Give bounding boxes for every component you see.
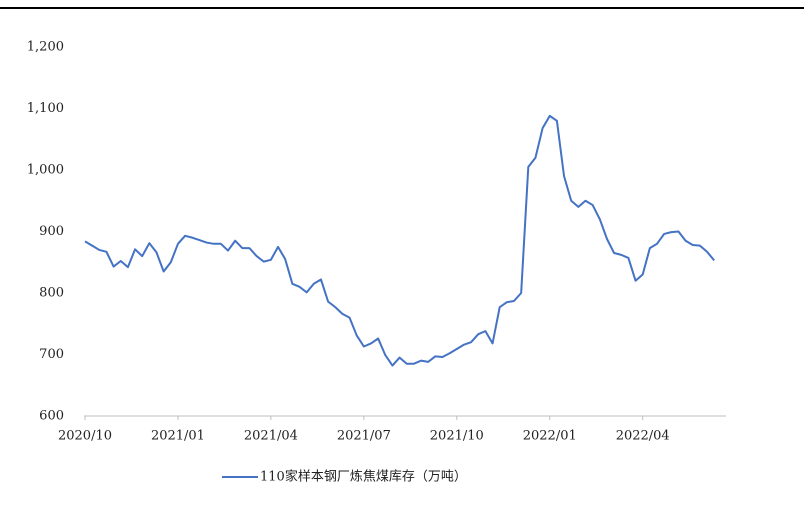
x-tick-label: 2022/04 (616, 429, 670, 444)
y-tick-label: 1,000 (27, 163, 64, 178)
data-line (84, 114, 715, 367)
y-tick-label: 600 (39, 409, 64, 424)
x-tick-label: 2021/04 (244, 429, 298, 444)
legend-label: 110家样本钢厂炼焦煤库存（万吨） (260, 469, 467, 485)
y-tick-label: 1,200 (27, 40, 64, 55)
x-tick-label: 2021/07 (337, 429, 391, 444)
x-tick-label: 2020/10 (58, 429, 112, 444)
x-tick-label: 2021/01 (151, 429, 205, 444)
y-tick-label: 1,100 (27, 101, 64, 116)
x-tick-label: 2022/01 (523, 429, 577, 444)
y-tick-label: 700 (39, 347, 64, 362)
y-tick-label: 800 (39, 286, 64, 301)
x-tick-label: 2021/10 (430, 429, 484, 444)
y-tick-label: 900 (39, 224, 64, 239)
